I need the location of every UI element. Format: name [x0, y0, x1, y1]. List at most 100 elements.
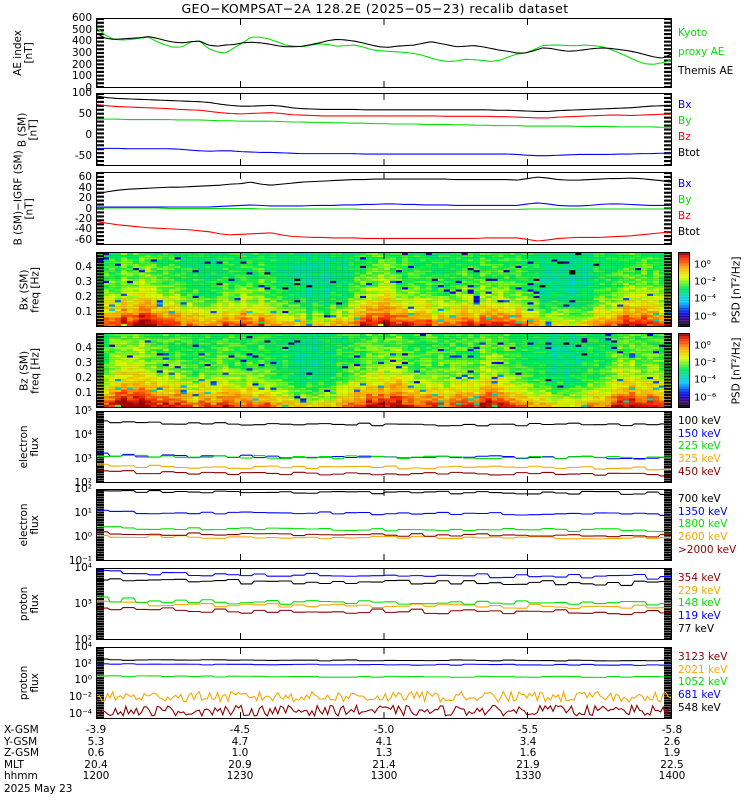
series-line — [97, 202, 671, 208]
y-tick-label: 0 — [85, 202, 92, 215]
y-tick-labels: 10⁴ 10² 10⁰ 10⁻² 10⁻⁴ — [40, 642, 92, 719]
x-axis-tick-value: 22.5 — [660, 758, 684, 771]
series-line — [97, 578, 671, 587]
x-axis-tick-value: -3.9 — [85, 724, 107, 736]
y-tick-label: 10⁻² — [68, 690, 92, 703]
series-line — [97, 607, 671, 615]
y-tick-label: 10² — [74, 633, 92, 646]
legend-item: 2021 keV — [678, 663, 728, 676]
y-tick-label: 0.1 — [75, 386, 92, 399]
y-tick-label: 10⁴ — [74, 428, 92, 441]
series-line — [97, 221, 671, 242]
y-tick-label: 400 — [71, 35, 92, 48]
y-tick-label: 0.3 — [75, 275, 92, 288]
x-axis-tick-value: 2.6 — [663, 735, 681, 748]
x-axis-row-label: X-GSM — [4, 724, 39, 736]
y-tick-label: 10⁰ — [74, 674, 92, 687]
series-line — [97, 463, 671, 471]
legend-item: Btot — [678, 225, 700, 238]
y-tick-label: 10⁻¹ — [68, 554, 92, 567]
panel-bz-sm-spectrogram — [96, 333, 672, 408]
x-axis-tick-value: 1.0 — [231, 747, 249, 759]
panel-b-sm — [96, 93, 672, 166]
x-axis-tick-value: 4.7 — [231, 735, 249, 748]
y-tick-label: -40 — [74, 223, 92, 236]
series-line — [97, 569, 671, 580]
y-tick-label: 0 — [85, 81, 92, 94]
series-line — [97, 689, 671, 704]
colorbar-tick-label: 10⁻⁴ — [694, 374, 717, 386]
y-tick-label: 0.1 — [75, 305, 92, 318]
y-tick-labels: 10⁵ 10⁴ 10³ 10² — [40, 406, 92, 488]
y-axis-title: AE index [nT] — [12, 29, 35, 76]
panel-proton-flux-high — [96, 647, 672, 719]
date-stamp: 2025 May 23 — [4, 782, 73, 795]
y-tick-label: 0.2 — [75, 371, 92, 384]
legend-item: 1800 keV — [678, 518, 728, 531]
y-tick-label: 10³ — [74, 597, 92, 610]
series-line — [97, 596, 671, 606]
y-axis-title: proton flux — [18, 665, 41, 701]
y-tick-labels: 0.4 0.3 0.2 0.1 — [40, 252, 92, 327]
series-line — [97, 207, 671, 211]
colorbar — [678, 333, 690, 408]
series-line — [97, 531, 671, 538]
series-line — [97, 509, 671, 516]
y-tick-label: 0 — [85, 128, 92, 141]
x-axis-tick-value: 0.6 — [87, 747, 105, 759]
colorbar-title: PSD [nT²/Hz] — [730, 337, 742, 404]
colorbar-tick-label: 10⁻⁶ — [694, 392, 717, 404]
series-line — [97, 470, 671, 477]
legend-item: Bx — [678, 177, 692, 190]
series-line — [97, 526, 671, 533]
colorbar-tick-label: 10⁻⁶ — [694, 311, 717, 323]
colorbar-tick-label: 10⁻² — [694, 276, 717, 288]
x-axis-tick-value: 1230 — [226, 770, 254, 782]
y-tick-label: 600 — [71, 11, 92, 24]
legend-item: 119 keV — [678, 609, 721, 622]
colorbar-ticks: 10⁰ 10⁻² 10⁻⁴ 10⁻⁶ — [694, 252, 734, 327]
y-tick-label: -60 — [74, 233, 92, 246]
series-line — [97, 600, 671, 609]
legend-item: 681 keV — [678, 688, 721, 701]
y-tick-label: 0.4 — [75, 341, 92, 354]
legend-item: 148 keV — [678, 597, 721, 610]
y-tick-label: 10⁴ — [74, 561, 92, 574]
y-tick-label: 40 — [78, 181, 92, 194]
colorbar-tick-label: 10⁻² — [694, 357, 717, 369]
legend-item: 229 keV — [678, 584, 721, 597]
series-line — [97, 147, 671, 157]
x-axis-tick-value: 1330 — [514, 770, 542, 782]
x-axis-tick-value: 20.9 — [228, 758, 252, 771]
x-axis-tick-value: -5.0 — [373, 724, 395, 736]
y-tick-label: -50 — [74, 149, 92, 162]
legend-item: 548 keV — [678, 701, 721, 714]
panel-bx-sm-spectrogram — [96, 252, 672, 327]
y-tick-label: 10² — [74, 482, 92, 495]
x-axis-tick-value: -5.5 — [517, 724, 539, 736]
y-tick-label: 50 — [78, 107, 92, 120]
legend-item: 1052 keV — [678, 676, 728, 689]
x-axis-row-label: hhmm — [4, 770, 38, 782]
y-axis-title: B (SM)−IGRF (SM) [nT] — [12, 149, 35, 245]
colorbar-tick-label: 10⁰ — [694, 259, 711, 271]
x-axis-row-label: Z-GSM — [4, 747, 40, 759]
y-tick-label: 0.3 — [75, 356, 92, 369]
colorbar-tick-label: 10⁻⁴ — [694, 293, 717, 305]
panel-ae-index — [96, 18, 672, 88]
legend-item: Btot — [678, 146, 700, 159]
x-axis-tick-value: 3.4 — [519, 735, 537, 748]
y-tick-label: 10⁰ — [74, 530, 92, 543]
panel-b-sm-minus-igrf — [96, 172, 672, 245]
series-line — [97, 663, 671, 666]
legend-item: 100 keV — [678, 414, 721, 427]
y-axis-title: electron flux — [18, 425, 41, 469]
legend-item: 77 keV — [678, 622, 715, 635]
y-axis-title: Bx (SM) freq [Hz] — [18, 266, 41, 313]
panel-electron-flux-low — [96, 411, 672, 483]
series-line — [97, 703, 671, 718]
y-tick-labels: 100 50 0 -50 — [40, 88, 92, 166]
legend-item: By — [678, 193, 692, 206]
x-axis-tick-value: 5.3 — [87, 735, 105, 748]
